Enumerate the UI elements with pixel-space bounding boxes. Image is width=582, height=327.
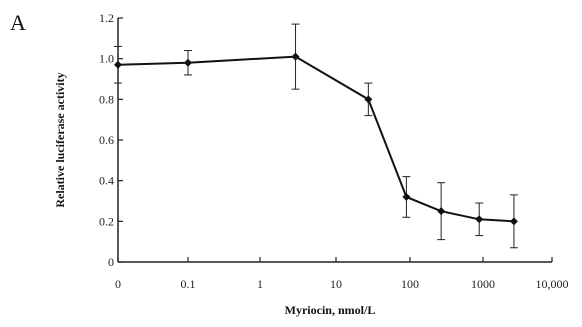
x-ticks: 0 0.1 1 10 100 1000 10,000 [115, 257, 569, 291]
y-tick-label: 1.2 [99, 11, 114, 25]
x-tick-label: 100 [401, 277, 419, 291]
data-point [402, 192, 411, 201]
axes [117, 18, 552, 263]
data-point [291, 52, 300, 61]
y-tick-label: 0.2 [99, 214, 114, 228]
y-tick-label: 0.4 [99, 174, 114, 188]
data-point [184, 58, 192, 67]
x-tick-label: 10 [330, 277, 342, 291]
x-tick-label: 0.1 [181, 277, 196, 291]
data-point [114, 60, 122, 69]
x-tick-label: 1000 [471, 277, 495, 291]
x-axis-label: Myriocin, nmol/L [285, 303, 376, 317]
x-tick-label: 0 [115, 277, 121, 291]
y-tick-label: 0.8 [99, 92, 114, 106]
data-point [475, 215, 484, 224]
panel-label: A [10, 10, 26, 35]
y-tick-label: 0.6 [99, 133, 114, 147]
data-point [437, 207, 446, 216]
data-point [509, 217, 518, 226]
x-tick-label: 1 [257, 277, 263, 291]
y-tick-label: 0 [108, 255, 114, 269]
y-tick-label: 1.0 [99, 52, 114, 66]
series-line [117, 55, 514, 223]
y-ticks: 0 0.2 0.4 0.6 0.8 1.0 1.2 [99, 11, 123, 269]
series [114, 52, 518, 226]
y-axis-label: Relative luciferase activity [53, 72, 67, 207]
data-point [364, 95, 373, 104]
x-tick-label: 10,000 [536, 277, 569, 291]
